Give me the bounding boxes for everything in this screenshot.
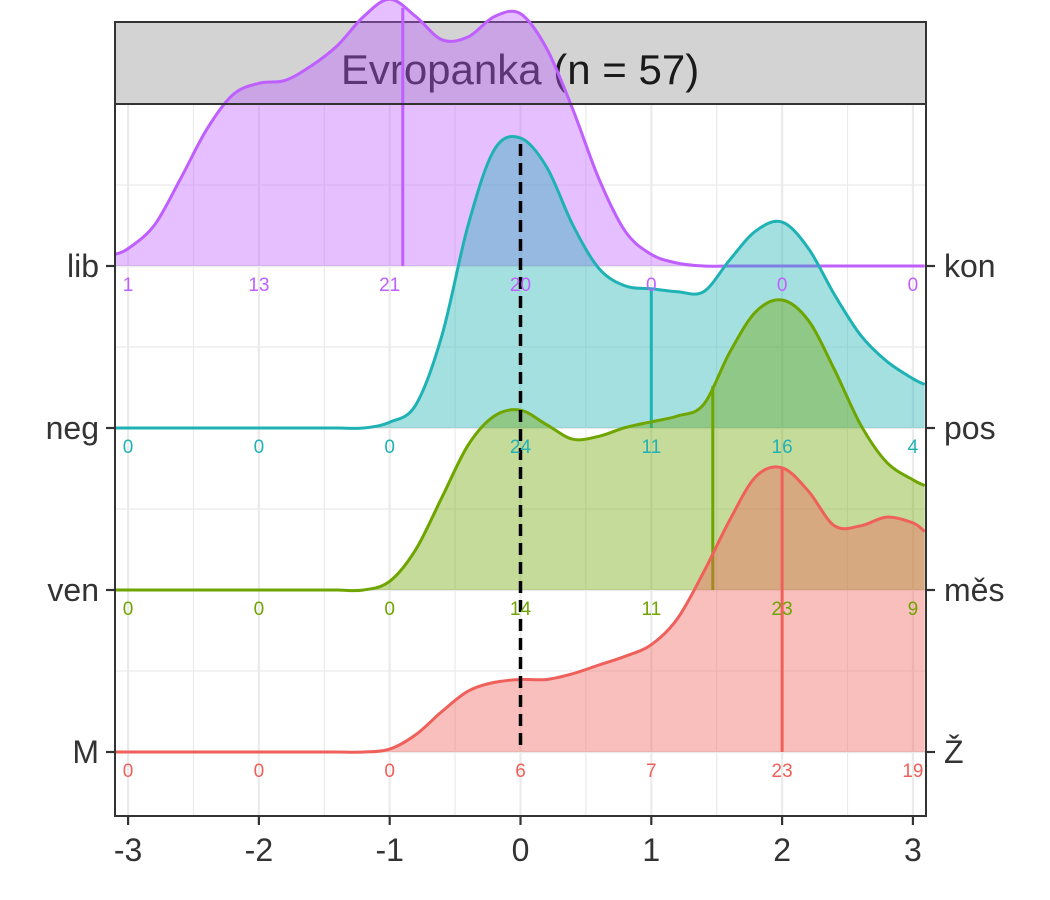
count-label: 0 xyxy=(123,761,134,782)
ridge-lib xyxy=(114,0,925,268)
count-label: 1 xyxy=(123,275,134,296)
count-label: 11 xyxy=(641,599,661,620)
density-curve xyxy=(114,0,925,268)
count-label: 0 xyxy=(254,761,265,782)
facet-strip: Evropanka (n = 57) xyxy=(114,21,927,105)
left-axis-label: M xyxy=(72,734,99,770)
density-area xyxy=(115,466,925,753)
facet-strip-title: Evropanka (n = 57) xyxy=(341,46,699,93)
count-label: 23 xyxy=(772,599,793,620)
left-axis-label: lib xyxy=(67,248,99,284)
right-axis-label: pos xyxy=(944,410,996,446)
count-label: 0 xyxy=(254,599,265,620)
right-axis-label: měs xyxy=(944,572,1004,608)
count-label: 11 xyxy=(641,437,661,458)
count-label: 9 xyxy=(908,599,919,620)
count-label: 13 xyxy=(248,275,269,296)
count-labels: 1 13 21 20 0 0 0 0 0 0 24 11 16 4 0 0 0 14 11 23 9 0 0 0 6 7 23 19 xyxy=(123,275,924,782)
right-axis-label: kon xyxy=(944,248,996,284)
x-tick-label: 2 xyxy=(773,832,791,868)
count-label: 0 xyxy=(384,437,395,458)
x-tick-label: 3 xyxy=(904,832,922,868)
left-axis-label: ven xyxy=(47,572,99,608)
count-label: 16 xyxy=(772,437,793,458)
density-area xyxy=(115,0,925,267)
x-tick-label: 0 xyxy=(512,832,530,868)
count-label: 24 xyxy=(510,437,532,458)
count-label: 7 xyxy=(646,761,657,782)
count-label: 4 xyxy=(908,437,919,458)
count-label: 0 xyxy=(908,275,919,296)
x-tick-label: 1 xyxy=(642,832,660,868)
x-tick-label: -2 xyxy=(245,832,273,868)
count-label: 21 xyxy=(379,275,400,296)
count-label: 23 xyxy=(772,761,793,782)
count-label: 0 xyxy=(123,599,134,620)
count-label: 0 xyxy=(777,275,788,296)
count-label: 19 xyxy=(902,761,923,782)
count-label: 0 xyxy=(384,599,395,620)
count-label: 20 xyxy=(510,275,531,296)
x-tick-label: -3 xyxy=(114,832,142,868)
count-label: 14 xyxy=(510,599,532,620)
count-label: 0 xyxy=(384,761,395,782)
count-label: 6 xyxy=(515,761,526,782)
density-area xyxy=(115,299,925,591)
facet-strip-background xyxy=(114,21,927,105)
left-axis-label: neg xyxy=(46,410,99,446)
right-axis-label: Ž xyxy=(944,734,964,770)
density-curve xyxy=(115,135,926,430)
count-label: 0 xyxy=(254,437,265,458)
count-label: 0 xyxy=(646,275,657,296)
count-label: 0 xyxy=(123,437,134,458)
x-tick-label: -1 xyxy=(375,832,403,868)
